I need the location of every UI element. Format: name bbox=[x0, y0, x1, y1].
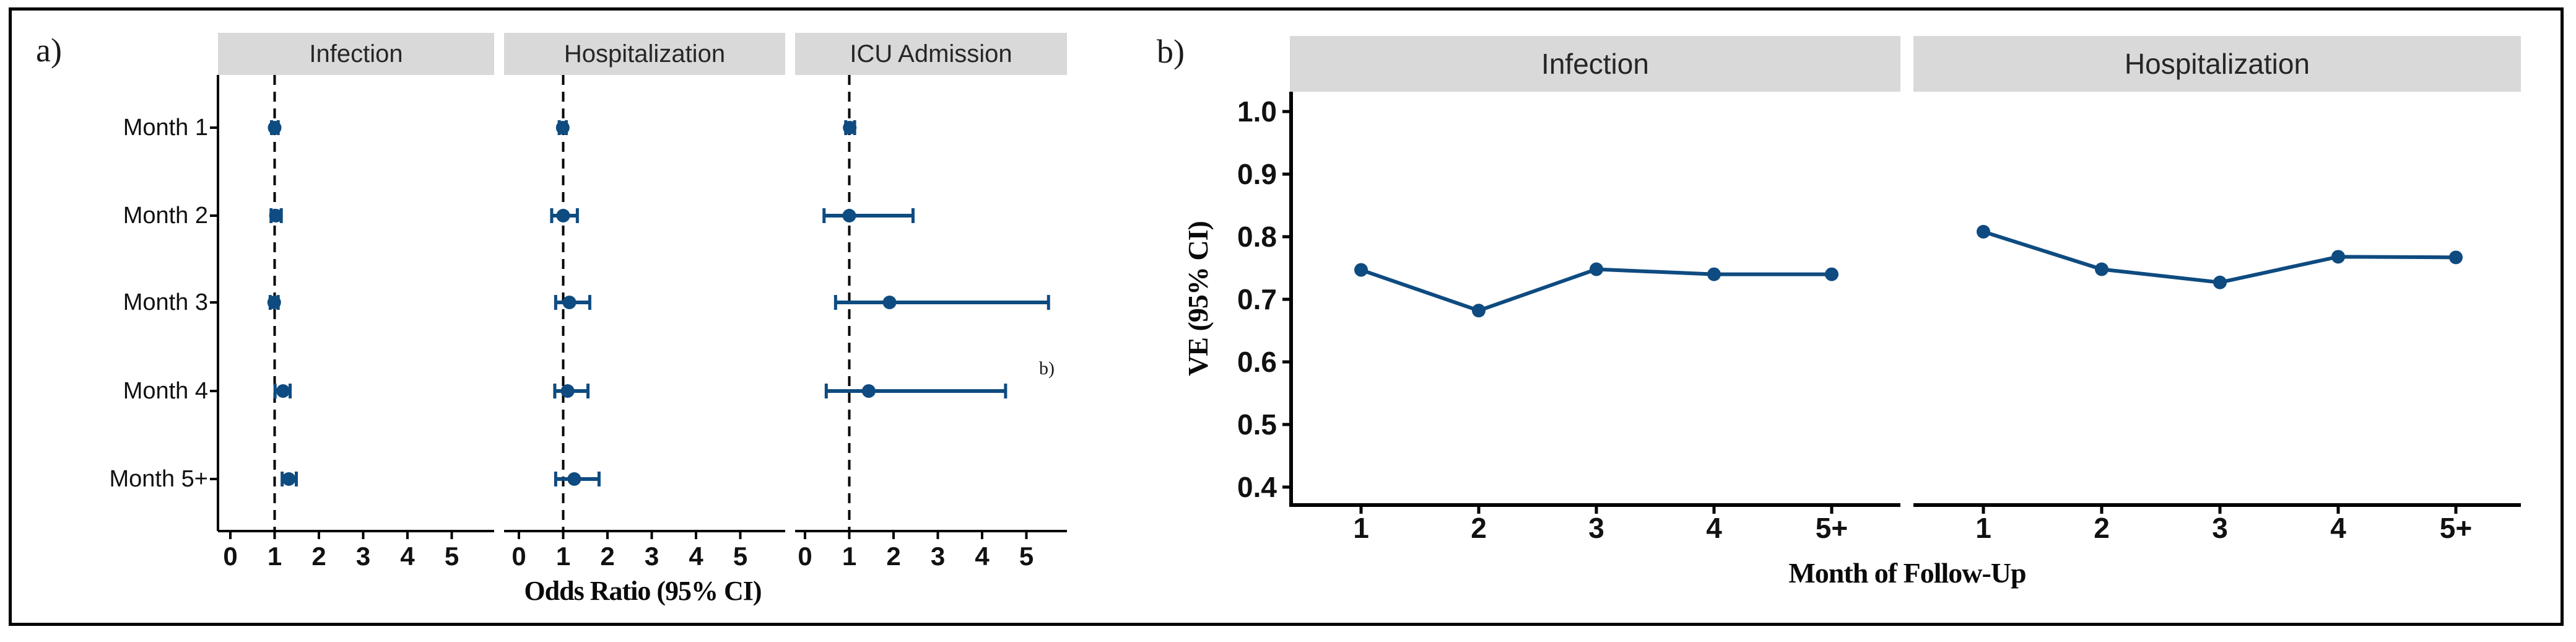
facet-title: ICU Admission bbox=[850, 40, 1012, 68]
panel-a-x-axis-title: Odds Ratio (95% CI) bbox=[524, 576, 762, 606]
facet-title: Infection bbox=[309, 40, 403, 68]
panel-b-facet-header-infection: Infection bbox=[1290, 36, 1900, 92]
panel-a-facet-header-infection: Infection bbox=[218, 33, 494, 75]
facet-title: Hospitalization bbox=[564, 40, 726, 68]
panel-b-x-axis-title: Month of Follow-Up bbox=[1788, 557, 2026, 589]
panel-a-facet-header-hospitalization: Hospitalization bbox=[504, 33, 785, 75]
facet-title: Hospitalization bbox=[2124, 48, 2310, 80]
facet-title: Infection bbox=[1541, 48, 1649, 80]
figure-border bbox=[9, 7, 2564, 626]
panel-a-facet-header-icu-admission: ICU Admission bbox=[795, 33, 1067, 75]
y-label-month-2: Month 2 bbox=[123, 203, 208, 229]
panel-b-label: b) bbox=[1157, 33, 1185, 70]
y-label-month-5plus: Month 5+ bbox=[109, 466, 209, 492]
panel-b-facet-header-hospitalization: Hospitalization bbox=[1913, 36, 2521, 92]
y-label-month-3: Month 3 bbox=[123, 289, 208, 315]
y-label-month-1: Month 1 bbox=[123, 115, 208, 141]
stray-b-annotation: b) bbox=[1039, 358, 1055, 379]
y-label-month-4: Month 4 bbox=[123, 378, 208, 404]
panel-b-y-axis-title: VE (95% CI) bbox=[1182, 221, 1214, 376]
panel-a-label: a) bbox=[36, 32, 62, 69]
